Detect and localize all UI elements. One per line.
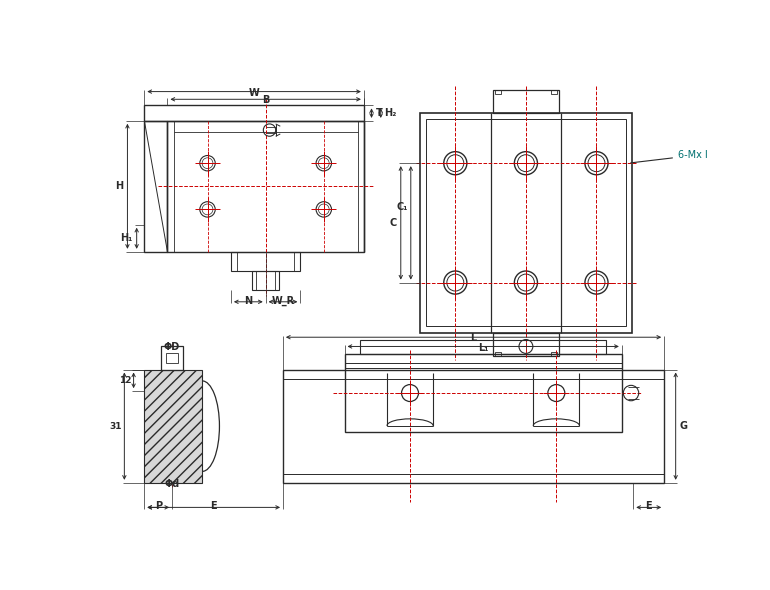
Text: H: H — [116, 181, 123, 191]
Bar — [551, 90, 557, 94]
Text: H₁: H₁ — [120, 233, 132, 243]
Text: C: C — [390, 218, 397, 228]
Bar — [145, 106, 364, 121]
Bar — [231, 252, 300, 271]
Text: P: P — [155, 502, 162, 512]
Text: 31: 31 — [109, 422, 122, 431]
Bar — [168, 121, 363, 252]
Bar — [493, 333, 559, 356]
Text: B: B — [262, 96, 270, 106]
Text: W_R: W_R — [271, 296, 295, 306]
Text: L: L — [470, 333, 477, 343]
Text: E: E — [210, 502, 217, 512]
Text: L₁: L₁ — [478, 343, 488, 353]
Bar — [420, 113, 632, 333]
Text: ΦD: ΦD — [164, 342, 180, 352]
Bar — [427, 119, 625, 326]
Text: H₂: H₂ — [385, 108, 397, 118]
Bar — [253, 271, 279, 290]
Text: W: W — [249, 88, 259, 98]
Bar — [551, 352, 557, 356]
Text: 6-Mx l: 6-Mx l — [631, 150, 708, 163]
Text: G: G — [679, 421, 688, 431]
Bar — [495, 90, 501, 94]
Text: 12: 12 — [119, 376, 131, 385]
Text: E: E — [645, 502, 652, 512]
Bar — [162, 346, 183, 369]
Text: N: N — [244, 296, 253, 306]
Bar — [166, 353, 178, 363]
Text: Φd: Φd — [165, 479, 179, 489]
Bar — [145, 369, 202, 483]
Bar — [495, 352, 501, 356]
Bar — [345, 354, 622, 432]
Bar — [493, 90, 559, 113]
Text: T: T — [376, 108, 382, 118]
Bar — [283, 369, 664, 483]
Bar — [360, 340, 607, 354]
Text: C₁: C₁ — [397, 202, 408, 212]
